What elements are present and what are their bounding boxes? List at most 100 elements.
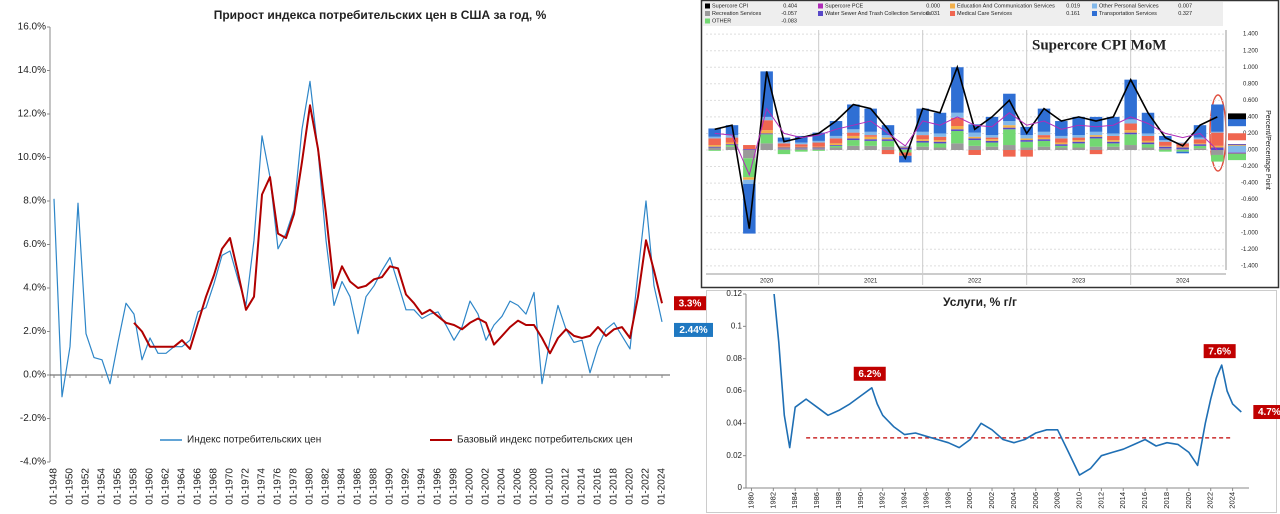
- x-tick-label: 01-2022: [641, 468, 652, 505]
- bar-segment: [1107, 140, 1120, 142]
- bar-segment: [1037, 135, 1051, 138]
- bar-segment: [777, 146, 791, 148]
- legend-value: 0.031: [926, 11, 940, 17]
- bar-segment: [1055, 121, 1068, 136]
- bar-segment: [1072, 137, 1085, 141]
- series-line: [133, 104, 663, 355]
- y-tick-label: 0.12: [726, 289, 742, 298]
- x-tick-label: 2020: [1184, 492, 1193, 509]
- bar-segment: [1089, 150, 1103, 155]
- legend-label: Базовый индекс потребительских цен: [457, 434, 633, 446]
- bar-segment: [881, 150, 895, 155]
- x-tick-label: 1994: [900, 492, 909, 509]
- bar-segment: [760, 143, 773, 150]
- x-tick-label: 01-2016: [593, 468, 604, 505]
- bar-segment: [777, 150, 791, 155]
- bar-segment: [916, 146, 929, 150]
- legend-swatch: [818, 3, 823, 9]
- legend-swatch: [1092, 11, 1097, 16]
- bar-segment: [1055, 147, 1068, 150]
- bar-segment: [1003, 145, 1016, 150]
- bar-segment: [1211, 147, 1224, 150]
- x-tick-label: 2024: [1176, 279, 1190, 285]
- bar-segment: [968, 136, 981, 139]
- bar-segment: [985, 146, 999, 150]
- bar-segment: [1072, 140, 1085, 142]
- x-tick-label: 01-2024: [657, 468, 668, 505]
- x-tick-label: 01-1954: [97, 468, 108, 505]
- x-tick-label: 2023: [1072, 279, 1086, 285]
- x-tick-label: 2010: [1074, 492, 1083, 509]
- bar-segment: [864, 136, 877, 140]
- legend-value: 0.000: [926, 3, 940, 9]
- bar-segment: [812, 132, 825, 141]
- bar-segment: [985, 142, 999, 147]
- bar-segment: [1072, 143, 1085, 148]
- bar-segment: [1124, 134, 1137, 146]
- bar-segment: [812, 142, 825, 147]
- bar-segment: [1089, 131, 1103, 136]
- bar-segment: [795, 148, 808, 150]
- x-tick-label: 01-1990: [385, 468, 396, 505]
- bar-segment: [1072, 141, 1085, 144]
- x-tick-label: 01-2000: [465, 468, 476, 505]
- y-tick-label: 0.800: [1243, 81, 1259, 87]
- x-tick-label: 01-1992: [401, 468, 412, 505]
- bar-segment: [829, 143, 843, 146]
- y-tick-label: 1.000: [1243, 65, 1259, 71]
- bar-segment: [1193, 145, 1207, 149]
- bar-segment: [1089, 116, 1103, 132]
- y-tick-label: -1.000: [1241, 230, 1259, 236]
- bar-segment: [1003, 93, 1016, 122]
- bar-segment: [1003, 127, 1016, 130]
- bar-segment: [881, 140, 895, 147]
- x-tick-label: 01-1976: [273, 468, 284, 505]
- bar-segment: [1176, 147, 1189, 150]
- bar-segment: [795, 146, 808, 148]
- legend-value: -0.057: [781, 11, 797, 17]
- bar-segment: [829, 121, 843, 136]
- x-tick-label: 01-1980: [305, 468, 316, 505]
- bar-segment: [881, 135, 895, 138]
- y-tick-label: 0.400: [1243, 114, 1259, 120]
- legend-swatch: [705, 3, 710, 9]
- bar-segment: [1124, 123, 1137, 131]
- series-group: [773, 294, 1242, 476]
- legend-swatch: [1092, 3, 1097, 9]
- legend-background: [703, 2, 1223, 26]
- x-tick-label: 1980: [746, 492, 755, 509]
- y-tick-label: 12.0%: [18, 109, 46, 120]
- bar-segment: [708, 136, 721, 139]
- bar-segment: [1037, 137, 1051, 140]
- bar-segment: [1037, 146, 1051, 150]
- legend-label: Water Sewer And Trash Collection Service…: [825, 11, 931, 17]
- x-tick-label: 01-1958: [129, 468, 140, 505]
- legend-label: Transportation Services: [1099, 11, 1157, 17]
- bar-segment: [1141, 142, 1155, 145]
- x-tick-label: 01-2012: [561, 468, 572, 505]
- annotation-box: [1203, 344, 1236, 359]
- bar-segment: [1003, 121, 1016, 126]
- x-tick-label: 01-1974: [257, 468, 268, 505]
- bar-segment: [1089, 146, 1103, 150]
- bar-segment: [1159, 145, 1172, 147]
- x-tick-label: 01-1968: [209, 468, 220, 505]
- y-tick-label: 0.1: [731, 321, 743, 330]
- bar-segment: [795, 144, 808, 147]
- bar-segment: [1003, 129, 1016, 146]
- bar-segment: [1037, 140, 1051, 147]
- bar-segment: [951, 117, 964, 126]
- bar-segment: [968, 145, 981, 150]
- bar-segment: [760, 133, 773, 135]
- bar-segment: [743, 145, 756, 150]
- x-tick-label: 2024: [1228, 492, 1237, 509]
- legend-value: 0.327: [1178, 11, 1192, 17]
- value-tag: [1228, 113, 1246, 121]
- series-group: [53, 80, 663, 398]
- bar-segment: [899, 146, 912, 148]
- y-tick-label: 0.000: [1243, 148, 1259, 154]
- x-tick-label: 01-1970: [225, 468, 236, 505]
- bar-segment: [899, 150, 912, 153]
- annotation-label: 2.44%: [679, 325, 707, 336]
- annotation-label: 3.3%: [679, 298, 702, 309]
